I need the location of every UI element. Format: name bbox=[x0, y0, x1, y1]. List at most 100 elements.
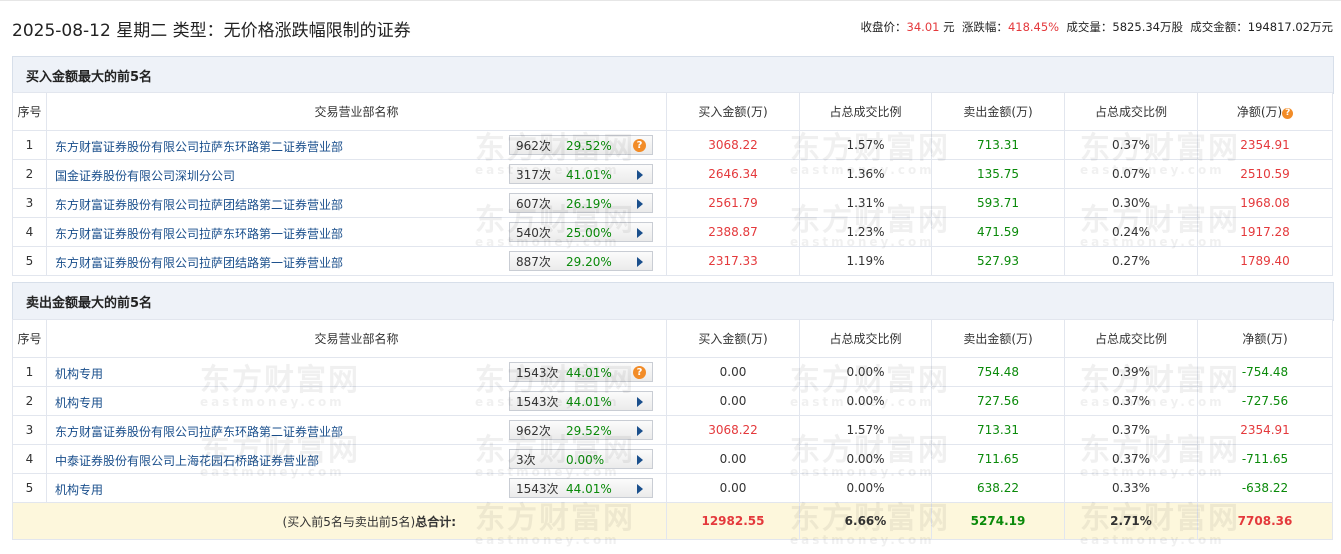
broker-name-link[interactable]: 东方财富证券股份有限公司拉萨团结路第二证券营业部 bbox=[55, 198, 344, 212]
col-name: 交易营业部名称 bbox=[46, 92, 667, 131]
col-buy[interactable]: 买入金额(万) bbox=[666, 319, 800, 358]
sell-amount: 727.56 bbox=[931, 386, 1065, 416]
buy-ratio: 0.00% bbox=[799, 473, 932, 503]
table-row: 4 东方财富证券股份有限公司拉萨东环路第一证券营业部 540次 25.00% 2388.… bbox=[12, 217, 1333, 247]
arrow-right-icon[interactable] bbox=[637, 228, 643, 238]
question-icon[interactable]: ? bbox=[633, 139, 646, 152]
win-rate: 41.01% bbox=[566, 168, 612, 182]
col-sell-ratio: 占总成交比例 bbox=[1064, 92, 1198, 131]
arrow-right-icon[interactable] bbox=[637, 257, 643, 267]
trade-count: 962次 bbox=[516, 424, 551, 438]
col-net[interactable]: 净额(万)? bbox=[1197, 92, 1333, 131]
arrow-right-icon[interactable] bbox=[637, 455, 643, 465]
arrow-right-icon[interactable] bbox=[637, 484, 643, 494]
broker-stats-button[interactable]: 3次 0.00% bbox=[509, 449, 653, 469]
arrow-right-icon[interactable] bbox=[637, 426, 643, 436]
net-amount: 2510.59 bbox=[1197, 159, 1333, 189]
broker-name-link[interactable]: 机构专用 bbox=[55, 396, 104, 410]
trade-count: 1543次 bbox=[516, 366, 559, 380]
table-row: 4 中泰证券股份有限公司上海花园石桥路证券营业部 3次 0.00% 0.00 0.00% 7… bbox=[12, 444, 1333, 474]
buy-amount: 0.00 bbox=[666, 444, 800, 474]
sell-amount: 754.48 bbox=[931, 357, 1065, 387]
trade-count: 1543次 bbox=[516, 395, 559, 409]
header-bar: 2025-08-12 星期二 类型：无价格涨跌幅限制的证券 收盘价：34.01 … bbox=[0, 0, 1341, 41]
broker-cell: 国金证券股份有限公司深圳分公司 317次 41.01% bbox=[46, 159, 667, 189]
page-title: 2025-08-12 星期二 类型：无价格涨跌幅限制的证券 bbox=[12, 21, 411, 41]
broker-name-link[interactable]: 东方财富证券股份有限公司拉萨东环路第二证券营业部 bbox=[55, 425, 344, 439]
row-index: 2 bbox=[12, 386, 47, 416]
net-amount: 1968.08 bbox=[1197, 188, 1333, 218]
arrow-right-icon[interactable] bbox=[637, 397, 643, 407]
broker-stats-button[interactable]: 887次 29.20% bbox=[509, 251, 653, 271]
col-sell[interactable]: 卖出金额(万) bbox=[931, 319, 1065, 358]
net-amount: 1917.28 bbox=[1197, 217, 1333, 247]
broker-stats-button[interactable]: 540次 25.00% bbox=[509, 222, 653, 242]
total-label-bold: 总合计: bbox=[415, 514, 456, 529]
buy-table-header: 序号 交易营业部名称 买入金额(万) 占总成交比例 卖出金额(万) 占总成交比例… bbox=[12, 92, 1333, 131]
broker-stats-button[interactable]: 1543次 44.01% bbox=[509, 478, 653, 498]
total-label-prefix: (买入前5名与卖出前5名) bbox=[282, 514, 416, 529]
row-index: 4 bbox=[12, 444, 47, 474]
win-rate: 29.20% bbox=[566, 255, 612, 269]
row-index: 1 bbox=[12, 357, 47, 387]
buy-ratio: 0.00% bbox=[799, 444, 932, 474]
sell-amount: 135.75 bbox=[931, 159, 1065, 189]
buy-amount: 3068.22 bbox=[666, 130, 800, 160]
broker-stats-button[interactable]: 607次 26.19% bbox=[509, 193, 653, 213]
sell-ratio: 0.37% bbox=[1064, 415, 1198, 445]
broker-cell: 东方财富证券股份有限公司拉萨团结路第一证券营业部 887次 29.20% bbox=[46, 246, 667, 276]
broker-stats-button[interactable]: 1543次 44.01% bbox=[509, 391, 653, 411]
row-index: 5 bbox=[12, 473, 47, 503]
volume-label: 成交量： bbox=[1066, 20, 1113, 34]
col-net-label: 净额(万) bbox=[1236, 105, 1283, 119]
buy-ratio: 1.31% bbox=[799, 188, 932, 218]
net-amount: -711.65 bbox=[1197, 444, 1333, 474]
broker-name-link[interactable]: 机构专用 bbox=[55, 367, 104, 381]
trade-count: 317次 bbox=[516, 168, 551, 182]
close-price-value: 34.01 bbox=[906, 20, 940, 34]
broker-name-link[interactable]: 东方财富证券股份有限公司拉萨东环路第二证券营业部 bbox=[55, 140, 344, 154]
table-row: 5 机构专用 1543次 44.01% 0.00 0.00% 638.22 0.33% -638… bbox=[12, 473, 1333, 503]
question-icon[interactable]: ? bbox=[633, 366, 646, 379]
broker-cell: 东方财富证券股份有限公司拉萨东环路第二证券营业部 962次 29.52%? bbox=[46, 130, 667, 160]
table-row: 3 东方财富证券股份有限公司拉萨东环路第二证券营业部 962次 29.52% 3068.… bbox=[12, 415, 1333, 445]
broker-stats-button[interactable]: 1543次 44.01%? bbox=[509, 362, 653, 382]
arrow-right-icon[interactable] bbox=[637, 199, 643, 209]
broker-stats-button[interactable]: 962次 29.52%? bbox=[509, 135, 653, 155]
broker-name-link[interactable]: 机构专用 bbox=[55, 483, 104, 497]
total-buy: 12982.55 bbox=[666, 502, 800, 540]
broker-name-link[interactable]: 东方财富证券股份有限公司拉萨东环路第一证券营业部 bbox=[55, 227, 344, 241]
net-amount: 2354.91 bbox=[1197, 130, 1333, 160]
broker-name-link[interactable]: 国金证券股份有限公司深圳分公司 bbox=[55, 169, 236, 183]
trade-count: 540次 bbox=[516, 226, 551, 240]
buy-amount: 2561.79 bbox=[666, 188, 800, 218]
sell-amount: 711.65 bbox=[931, 444, 1065, 474]
broker-stats-button[interactable]: 962次 29.52% bbox=[509, 420, 653, 440]
sell-amount: 713.31 bbox=[931, 130, 1065, 160]
col-sell-ratio: 占总成交比例 bbox=[1064, 319, 1198, 358]
sell-table-header: 序号 交易营业部名称 买入金额(万) 占总成交比例 卖出金额(万) 占总成交比例… bbox=[12, 319, 1333, 358]
row-index: 3 bbox=[12, 188, 47, 218]
broker-name-link[interactable]: 东方财富证券股份有限公司拉萨团结路第一证券营业部 bbox=[55, 256, 344, 270]
broker-stats-button[interactable]: 317次 41.01% bbox=[509, 164, 653, 184]
trade-count: 962次 bbox=[516, 139, 551, 153]
col-net[interactable]: 净额(万) bbox=[1197, 319, 1333, 358]
buy-ratio: 1.57% bbox=[799, 130, 932, 160]
total-row: (买入前5名与卖出前5名)总合计: 12982.55 6.66% 5274.19… bbox=[12, 502, 1333, 540]
buy-ratio: 1.23% bbox=[799, 217, 932, 247]
arrow-right-icon[interactable] bbox=[637, 170, 643, 180]
broker-name-link[interactable]: 中泰证券股份有限公司上海花园石桥路证券营业部 bbox=[55, 454, 320, 468]
help-question-icon[interactable]: ? bbox=[1282, 108, 1294, 119]
net-amount: -638.22 bbox=[1197, 473, 1333, 503]
sell-ratio: 0.37% bbox=[1064, 130, 1198, 160]
buy-amount: 0.00 bbox=[666, 473, 800, 503]
buy-amount: 0.00 bbox=[666, 357, 800, 387]
col-sell[interactable]: 卖出金额(万) bbox=[931, 92, 1065, 131]
broker-cell: 机构专用 1543次 44.01%? bbox=[46, 357, 667, 387]
col-idx: 序号 bbox=[12, 92, 47, 131]
table-row: 2 机构专用 1543次 44.01% 0.00 0.00% 727.56 0.37% -727… bbox=[12, 386, 1333, 416]
total-buy-ratio: 6.66% bbox=[799, 502, 932, 540]
broker-cell: 东方财富证券股份有限公司拉萨东环路第一证券营业部 540次 25.00% bbox=[46, 217, 667, 247]
row-index: 2 bbox=[12, 159, 47, 189]
col-buy[interactable]: 买入金额(万) bbox=[666, 92, 800, 131]
